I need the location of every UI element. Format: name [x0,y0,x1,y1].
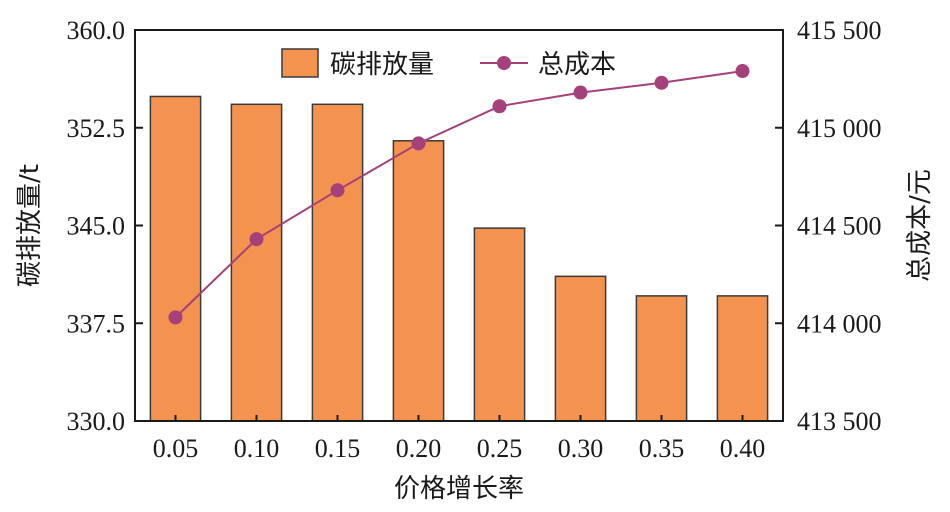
total-cost-line [174,70,743,319]
point-0.25 [492,99,507,114]
x-tick-label: 0.30 [558,434,604,463]
point-0.15 [330,183,345,198]
x-tick-label: 0.35 [639,434,685,463]
point-0.20 [411,136,426,151]
x-tick-label: 0.15 [315,434,361,463]
bar-0.25 [473,227,526,422]
y-left-tick-label: 352.5 [67,114,126,143]
y-axis-right-title: 总成本/元 [905,169,935,282]
legend-bar-label: 碳排放量 [330,50,434,80]
point-0.30 [573,85,588,100]
point-0.10 [249,232,264,247]
point-0.35 [654,75,669,90]
bar-0.30 [554,275,607,422]
x-tick-label: 0.25 [477,434,523,463]
x-axis: 0.05 0.10 0.15 0.20 0.25 0.30 0.35 0.40 [153,415,766,463]
x-axis-title: 价格增长率 [394,474,524,504]
y-left-tick-label: 330.0 [67,407,126,436]
x-tick-label: 0.05 [153,434,199,463]
bar-0.10 [230,103,283,422]
bar-series [149,95,769,422]
y-left-tick-label: 337.5 [67,309,126,338]
bar-0.35 [635,295,688,422]
x-tick-label: 0.20 [396,434,442,463]
bar-0.05 [149,95,202,422]
x-tick-label: 0.10 [234,434,280,463]
y-right-tick-label: 415 000 [797,114,882,143]
y-right-tick-label: 413 500 [797,407,882,436]
point-0.05 [168,310,183,325]
bar-0.15 [311,103,364,422]
y-axis-left-title: 碳排放量/t [15,164,45,287]
legend-line-label: 总成本 [538,50,616,80]
left-axis: 330.0 337.5 345.0 352.5 360.0 [67,16,143,436]
bar-0.40 [716,295,769,422]
x-tick-label: 0.40 [720,434,766,463]
right-axis: 413 500 414 000 414 500 415 000 415 500 [775,16,882,436]
legend-bar-swatch [281,48,319,78]
legend-line-marker [497,56,511,70]
y-right-tick-label: 414 000 [797,309,882,338]
point-0.40 [735,64,750,79]
legend: 碳排放量 总成本 [281,48,616,80]
y-right-tick-label: 415 500 [797,16,882,45]
bar-0.20 [392,140,445,422]
line-series [168,64,750,325]
y-left-tick-label: 345.0 [67,212,126,241]
y-left-tick-label: 360.0 [67,16,126,45]
y-right-tick-label: 414 500 [797,212,882,241]
